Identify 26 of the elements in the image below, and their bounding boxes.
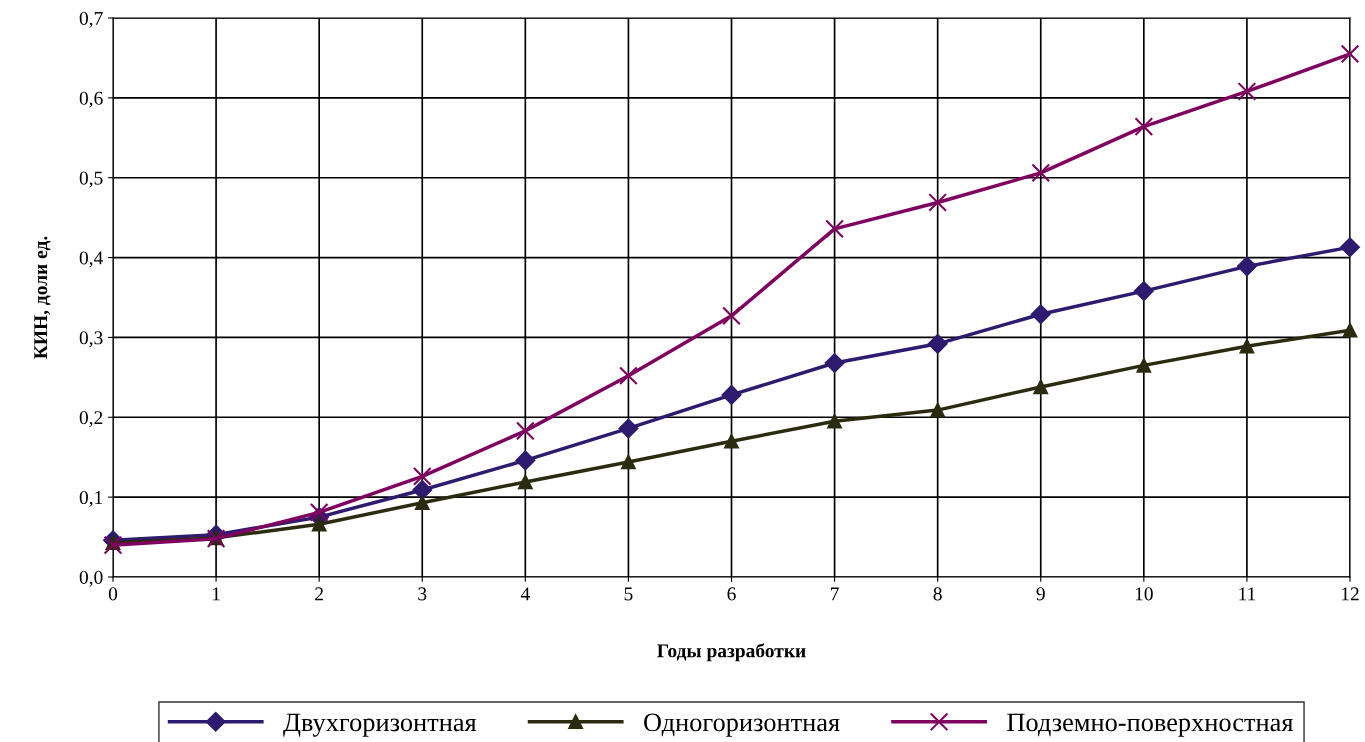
y-tick-label: 0,0	[79, 570, 103, 587]
x-tick-label: 2	[315, 587, 323, 601]
x-tick-label: 5	[624, 587, 633, 601]
y-tick-label: 0,3	[79, 331, 103, 348]
x-tick-label: 4	[520, 587, 530, 601]
x-tick-label: 3	[418, 587, 427, 601]
x-tick-label: 10	[1135, 587, 1153, 601]
y-tick-label: 0,6	[79, 91, 103, 108]
x-tick-label: 11	[1239, 587, 1256, 601]
y-tick-label: 0,7	[79, 11, 103, 28]
x-tick-label: 9	[1036, 587, 1045, 601]
legend-label: Подземно-поверхностная	[1007, 713, 1294, 737]
y-tick-label: 0,1	[79, 490, 103, 507]
x-axis-title: Годы разработки	[657, 643, 806, 662]
x-tick-label: 7	[831, 587, 839, 601]
y-tick-label: 0,4	[79, 251, 103, 268]
y-tick-label: 0,5	[79, 171, 103, 188]
x-tick-label: 8	[933, 587, 942, 601]
legend-label: Одногоризонтная	[644, 713, 840, 737]
x-tick-label: 1	[212, 587, 220, 601]
x-tick-label: 6	[727, 587, 736, 601]
x-tick-label: 12	[1341, 587, 1359, 601]
y-tick-label: 0,2	[79, 411, 103, 428]
x-tick-label: 0	[108, 587, 118, 601]
legend-label: Двухгоризонтная	[283, 713, 477, 737]
y-axis-title: КИН, доли ед.	[34, 236, 51, 359]
